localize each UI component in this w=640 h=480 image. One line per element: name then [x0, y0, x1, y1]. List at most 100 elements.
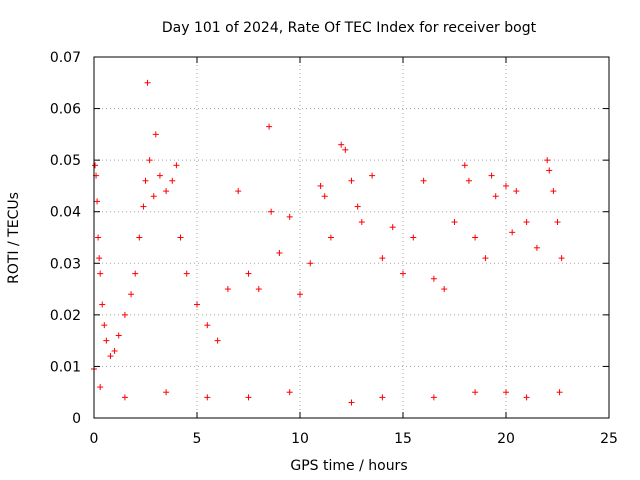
data-point [177, 234, 184, 241]
y-axis-ticks: 0 0.01 0.02 0.03 0.04 0.05 0.06 0.07 [50, 50, 609, 427]
data-point [492, 193, 499, 200]
x-axis-ticks: 0 5 10 15 20 25 [90, 57, 618, 447]
data-point [136, 234, 143, 241]
data-point [321, 193, 328, 200]
data-point [379, 255, 386, 262]
data-point [144, 79, 151, 86]
plot-frame [93, 56, 610, 419]
data-point [430, 394, 437, 401]
data-point [544, 157, 551, 164]
data-point [121, 394, 128, 401]
data-point [173, 162, 180, 169]
data-point [307, 260, 314, 267]
x-tick-label: 10 [291, 431, 309, 447]
data-point [389, 224, 396, 231]
data-point [338, 141, 345, 148]
data-point [465, 177, 472, 184]
grid-lines [94, 57, 609, 418]
data-point [94, 198, 101, 205]
chart-title: Day 101 of 2024, Rate Of TEC Index for r… [162, 20, 537, 36]
data-point [523, 394, 530, 401]
data-point [410, 234, 417, 241]
data-point [95, 234, 102, 241]
y-tick-label: 0.04 [50, 205, 81, 221]
data-point [214, 337, 221, 344]
data-point [554, 219, 561, 226]
data-point [235, 188, 242, 195]
data-point [461, 162, 468, 169]
data-point [533, 244, 540, 251]
data-point [152, 131, 159, 138]
data-point [268, 208, 275, 215]
x-axis-label: GPS time / hours [290, 458, 407, 474]
data-point [509, 229, 516, 236]
data-point [99, 301, 106, 308]
data-point [245, 394, 252, 401]
data-point [503, 389, 509, 396]
data-point [348, 399, 355, 406]
data-point [550, 188, 557, 195]
data-point [163, 389, 170, 396]
y-tick-label: 0.06 [50, 102, 81, 118]
data-point [101, 322, 108, 329]
data-point [204, 322, 211, 329]
x-tick-label: 20 [497, 431, 515, 447]
data-point [103, 337, 110, 344]
data-point [146, 157, 153, 164]
data-point [556, 389, 563, 396]
data-point [472, 389, 479, 396]
data-point [472, 234, 479, 241]
data-point [156, 172, 163, 179]
data-point [128, 291, 135, 298]
data-point [546, 167, 553, 174]
data-point [358, 219, 365, 226]
y-tick-label: 0.07 [50, 50, 81, 66]
data-point [140, 203, 147, 210]
data-point [115, 332, 122, 339]
data-point [369, 172, 376, 179]
data-point [169, 177, 176, 184]
y-axis-label: ROTI / TECUs [6, 192, 22, 284]
data-point [276, 249, 283, 256]
data-point [297, 291, 303, 298]
y-tick-label: 0.01 [50, 359, 81, 375]
data-point [558, 255, 565, 262]
data-point [266, 123, 273, 130]
data-point [286, 213, 293, 220]
data-point [400, 270, 406, 277]
data-point [224, 286, 231, 293]
data-point [523, 219, 530, 226]
data-point [441, 286, 448, 293]
data-point [503, 182, 509, 189]
data-points [91, 79, 565, 406]
data-point [255, 286, 262, 293]
data-point [348, 177, 355, 184]
data-point [163, 188, 170, 195]
data-point [286, 389, 293, 396]
x-tick-label: 15 [394, 431, 412, 447]
data-point [150, 193, 157, 200]
data-point [132, 270, 139, 277]
y-tick-label: 0.03 [50, 256, 81, 272]
data-point [194, 301, 200, 308]
data-point [482, 255, 489, 262]
data-point [488, 172, 495, 179]
data-point [96, 255, 103, 262]
data-point [107, 353, 114, 360]
data-point [379, 394, 386, 401]
data-point [204, 394, 211, 401]
data-point [97, 270, 104, 277]
data-point [354, 203, 361, 210]
data-point [142, 177, 149, 184]
data-point [183, 270, 190, 277]
data-point [420, 177, 427, 184]
y-tick-label: 0 [72, 411, 81, 427]
data-point [451, 219, 458, 226]
x-tick-label: 25 [600, 431, 618, 447]
data-point [92, 162, 99, 169]
x-tick-label: 5 [193, 431, 202, 447]
data-point [97, 384, 104, 391]
data-point [342, 146, 349, 153]
data-point [245, 270, 252, 277]
